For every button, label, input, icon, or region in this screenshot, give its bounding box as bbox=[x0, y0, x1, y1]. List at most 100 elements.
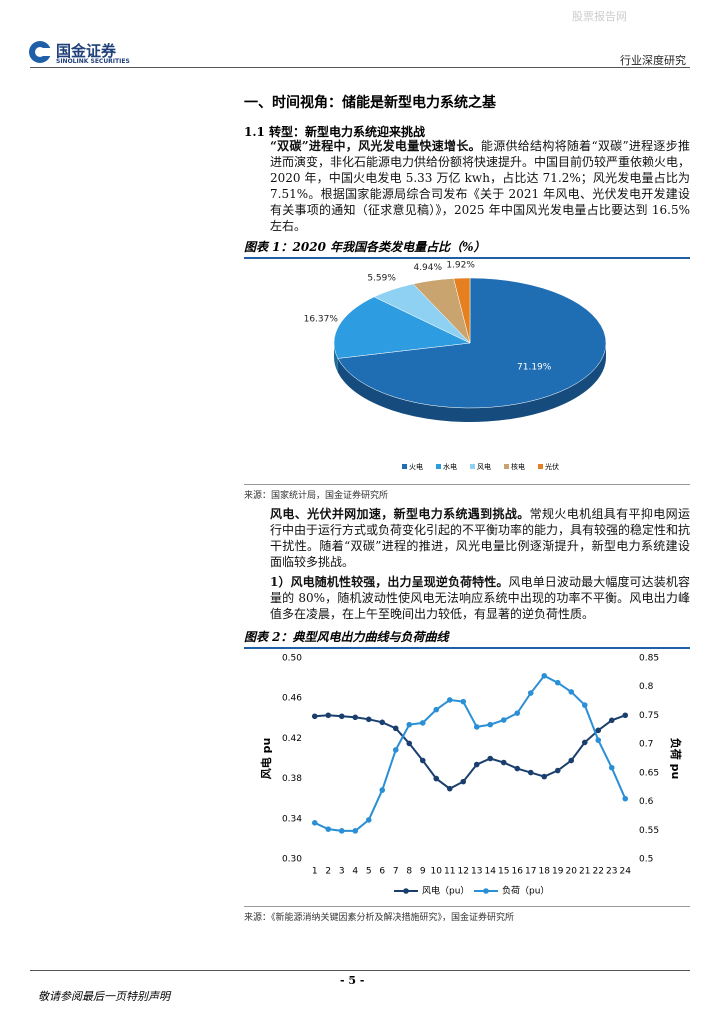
legend-swatch bbox=[504, 464, 509, 469]
y2-tick-label: 0.85 bbox=[639, 654, 659, 664]
line-marker bbox=[622, 712, 629, 719]
line-chart: 0.30 0.34 0.38 0.42 0.46 0.50 0.5 0.55 0.6 0.65 0.… bbox=[259, 654, 683, 897]
line-marker bbox=[514, 765, 521, 772]
x-tick-label: 4 bbox=[352, 867, 358, 877]
paragraph-text: 常规火电机组具有平抑电网运行中由于运行方式或负荷变化引起的不平衡功率的能力，具有… bbox=[270, 507, 691, 569]
legend-label: 核电 bbox=[511, 462, 525, 471]
x-tick-label: 22 bbox=[593, 867, 604, 877]
y2-tick-label: 0.7 bbox=[639, 740, 653, 750]
line-marker bbox=[406, 721, 413, 728]
line-marker bbox=[460, 698, 467, 705]
line-marker bbox=[568, 689, 575, 695]
line-marker bbox=[352, 714, 359, 721]
header-rule bbox=[30, 67, 690, 68]
y-axis-title: 风电 pu bbox=[259, 738, 273, 780]
page-number: - 5 - bbox=[340, 974, 365, 987]
y2-tick-label: 0.55 bbox=[639, 826, 659, 836]
logo-text: 国金证券 bbox=[56, 42, 117, 60]
y2-tick-label: 0.6 bbox=[639, 797, 654, 807]
line-marker bbox=[392, 725, 399, 732]
legend-label: 火电 bbox=[409, 462, 423, 471]
line-marker bbox=[554, 767, 561, 774]
pie-slice bbox=[337, 277, 607, 409]
figure-title: 图表 2：典型风电出力曲线与负荷曲线 bbox=[244, 628, 690, 649]
line-marker bbox=[622, 795, 629, 802]
x-tick-label: 23 bbox=[606, 867, 617, 877]
figure-source: 来源：国家统计局，国金证券研究所 bbox=[244, 491, 389, 501]
paragraph-lead: 风电、光伏并网加速，新型电力系统遇到挑战。 bbox=[270, 507, 530, 521]
x-tick-label: 19 bbox=[552, 867, 564, 877]
data-label: 1.92% bbox=[446, 261, 475, 271]
legend-label: 光伏 bbox=[545, 462, 559, 471]
y2-axis-title: 负荷 pu bbox=[669, 738, 683, 780]
x-tick-label: 17 bbox=[525, 867, 536, 877]
line-series bbox=[314, 674, 627, 832]
x-tick-label: 7 bbox=[393, 867, 399, 877]
line-marker bbox=[500, 717, 507, 723]
paragraph-text: 能源供给结构将随着“双碳”进程逐步推进而演变，非化石能源电力供给份额将快速提升。… bbox=[270, 139, 691, 233]
legend-label: 负荷（pu） bbox=[502, 885, 549, 897]
disclaimer: 敬请参阅最后一页特别声明 bbox=[38, 990, 170, 1003]
line-marker bbox=[487, 721, 494, 728]
line-marker bbox=[487, 755, 494, 762]
legend-swatch bbox=[402, 464, 407, 469]
line-marker bbox=[419, 757, 426, 764]
line-marker bbox=[527, 690, 534, 696]
footer-rule bbox=[30, 970, 690, 971]
legend-label: 风电 bbox=[477, 462, 491, 471]
line-marker bbox=[541, 673, 548, 679]
line-marker bbox=[311, 713, 318, 720]
line-marker bbox=[608, 764, 615, 771]
paragraph: 风电、光伏并网加速，新型电力系统遇到挑战。常规火电机组具有平抑电网运行中由于运行… bbox=[270, 506, 690, 570]
paragraph-lead: 1）风电随机性较强，出力呈现逆负荷特性。 bbox=[270, 575, 509, 589]
line-marker bbox=[514, 710, 521, 716]
line-marker bbox=[338, 713, 345, 720]
figure-rule bbox=[244, 484, 690, 485]
line-marker bbox=[325, 826, 332, 832]
x-tick-label: 10 bbox=[431, 867, 443, 877]
line-marker bbox=[446, 785, 453, 792]
x-tick-label: 21 bbox=[579, 867, 590, 877]
x-tick-label: 6 bbox=[379, 867, 385, 877]
pie-slice bbox=[453, 277, 471, 344]
data-label: 4.94% bbox=[413, 263, 442, 273]
line-marker bbox=[419, 720, 426, 726]
legend-swatch bbox=[436, 464, 441, 469]
line-marker bbox=[311, 820, 318, 826]
line-marker bbox=[595, 737, 602, 743]
x-tick-label: 5 bbox=[366, 867, 372, 877]
paragraph: “双碳”进程中，风光发电量快速增长。能源供给结构将随着“双碳”进程逐步推进而演变… bbox=[270, 138, 690, 234]
x-tick-label: 3 bbox=[339, 867, 345, 877]
line-marker bbox=[527, 769, 534, 776]
x-tick-label: 14 bbox=[485, 867, 497, 877]
legend-swatch bbox=[470, 464, 475, 469]
x-tick-label: 18 bbox=[539, 867, 551, 877]
line-marker bbox=[446, 697, 453, 703]
x-tick-label: 11 bbox=[444, 867, 455, 877]
y2-tick-label: 0.5 bbox=[639, 855, 653, 865]
data-label: 71.19% bbox=[517, 363, 552, 373]
line-marker bbox=[365, 817, 372, 823]
x-tick-label: 9 bbox=[420, 867, 426, 877]
x-tick-label: 16 bbox=[512, 867, 524, 877]
line-marker bbox=[554, 679, 561, 686]
line-marker bbox=[379, 787, 386, 793]
line-marker bbox=[406, 740, 413, 747]
line-marker bbox=[460, 778, 467, 785]
legend-label: 水电 bbox=[443, 462, 457, 471]
pie-chart: 71.19% 16.37% 5.59% 4.94% 1.92% 火电 水电 风电 核电 光伏 bbox=[304, 261, 607, 471]
legend-marker bbox=[483, 888, 489, 894]
line-marker bbox=[365, 716, 372, 723]
legend-swatch bbox=[538, 464, 543, 469]
line-marker bbox=[433, 775, 440, 782]
section-title: 一、时间视角：储能是新型电力系统之基 bbox=[244, 95, 496, 111]
y2-tick-label: 0.65 bbox=[639, 768, 659, 778]
y-tick-label: 0.46 bbox=[282, 694, 302, 704]
x-tick-label: 12 bbox=[458, 867, 469, 877]
line-marker bbox=[392, 747, 399, 753]
data-label: 16.37% bbox=[304, 314, 339, 324]
y-tick-label: 0.34 bbox=[282, 814, 302, 824]
pie-slice-side bbox=[337, 343, 606, 422]
figure-rule bbox=[244, 906, 690, 907]
